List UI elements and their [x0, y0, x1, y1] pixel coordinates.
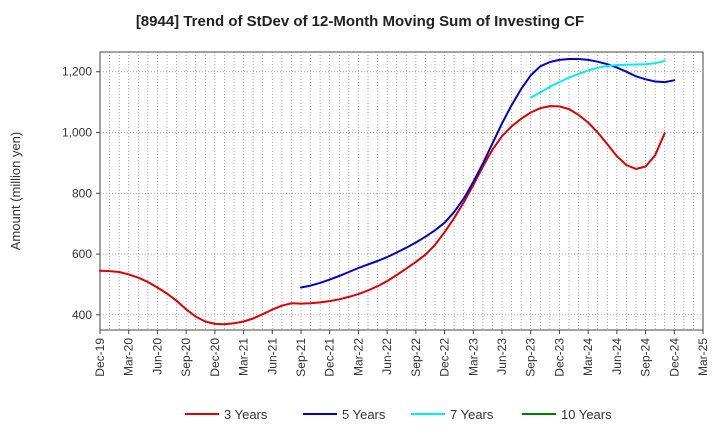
plot-frame: [99, 51, 704, 331]
series-line-7-years: [529, 60, 666, 99]
x-tick-label: Dec-20: [208, 338, 222, 377]
y-tick-label: 1,000: [62, 126, 92, 140]
x-tick-label: Sep-21: [294, 338, 308, 377]
legend-label: 3 Years: [224, 407, 268, 422]
x-tick-label: Dec-23: [552, 338, 566, 377]
y-tick-label: 400: [72, 308, 92, 322]
x-tick-label: Jun-22: [380, 338, 394, 375]
y-axis: 400 600 800 1,000 1,200: [62, 65, 100, 322]
legend-label: 5 Years: [342, 407, 386, 422]
x-tick-label: Mar-23: [466, 338, 480, 376]
x-tick-label: Mar-22: [351, 338, 365, 376]
x-tick-label: Mar-20: [122, 338, 136, 376]
x-axis: Dec-19 Mar-20 Jun-20 Sep-20 Dec-20 Mar-21 Jun-…: [93, 330, 710, 377]
x-tick-label: Sep-20: [179, 338, 193, 377]
x-tick-label: Dec-19: [93, 338, 107, 377]
x-tick-label: Jun-24: [610, 338, 624, 375]
x-tick-label: Dec-21: [323, 338, 337, 377]
legend: 3 Years 5 Years 7 Years 10 Years: [185, 407, 612, 422]
plot-area: [99, 51, 704, 331]
grid: [100, 52, 703, 330]
x-tick-label: Mar-21: [237, 338, 251, 376]
series-group: [99, 58, 676, 326]
y-tick-label: 600: [72, 247, 92, 261]
x-tick-label: Jun-21: [265, 338, 279, 375]
chart-title: [8944] Trend of StDev of 12-Month Moving…: [136, 13, 584, 30]
y-tick-label: 800: [72, 186, 92, 200]
y-axis-label: Amount (million yen): [8, 132, 23, 251]
x-tick-label: Jun-23: [495, 338, 509, 375]
x-tick-label: Dec-24: [667, 338, 681, 377]
legend-label: 7 Years: [450, 407, 494, 422]
x-tick-label: Jun-20: [150, 338, 164, 375]
x-tick-label: Mar-25: [696, 338, 710, 376]
series-line-3-years: [99, 105, 666, 326]
x-tick-label: Dec-22: [438, 338, 452, 377]
y-tick-label: 1,200: [62, 65, 92, 79]
x-tick-label: Sep-22: [409, 338, 423, 377]
x-tick-label: Sep-24: [639, 338, 653, 377]
x-tick-label: Mar-24: [581, 338, 595, 376]
x-tick-label: Sep-23: [524, 338, 538, 377]
legend-label: 10 Years: [561, 407, 612, 422]
